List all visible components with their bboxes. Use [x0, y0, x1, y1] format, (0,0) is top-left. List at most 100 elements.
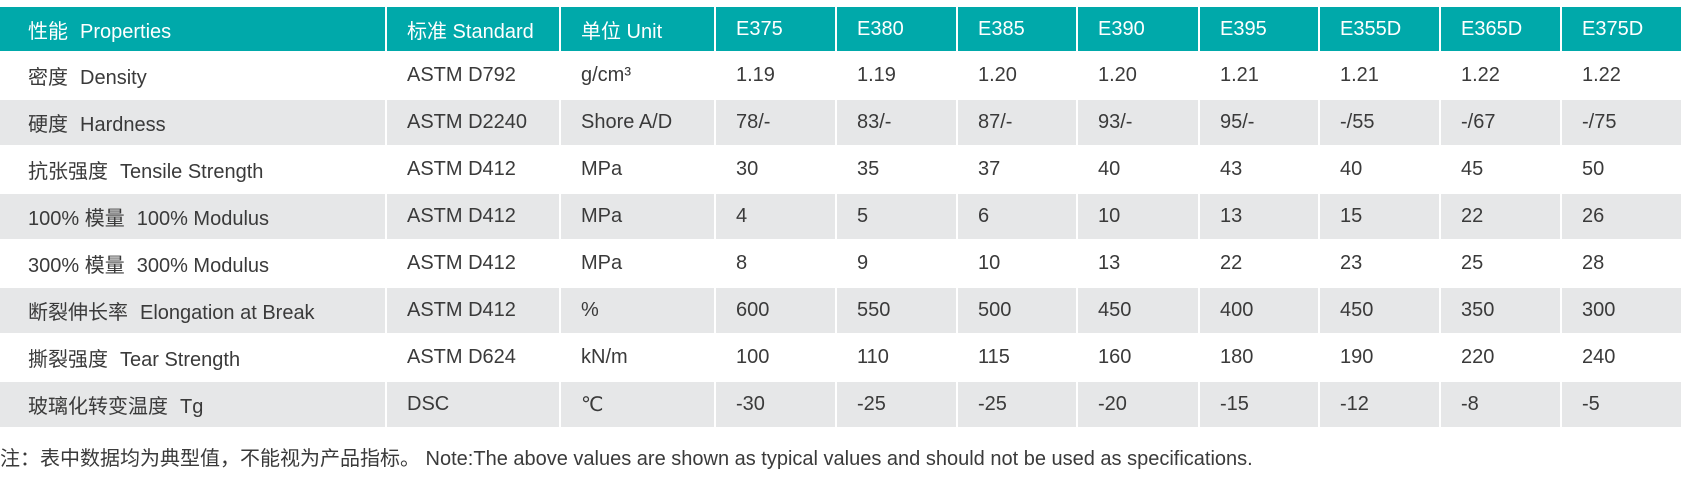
- value-cell: 1.21: [1318, 51, 1441, 100]
- value-cell: 550: [835, 286, 958, 335]
- property-cn: 抗张强度: [28, 161, 108, 183]
- value-cell: 45: [1439, 145, 1562, 194]
- table-row: 100% 模量 100% Modulus ASTM D412 MPa 4 5 6 10 13 15…: [0, 192, 1681, 241]
- value-cell: 180: [1198, 333, 1320, 382]
- value-cell: 4: [714, 192, 837, 241]
- property-en: Density: [80, 67, 147, 89]
- value-cell: 10: [1076, 192, 1200, 241]
- property-cell: 断裂伸长率 Elongation at Break: [0, 286, 387, 335]
- value-cell: 1.22: [1560, 51, 1681, 100]
- header-cell: E390: [1076, 5, 1200, 53]
- standard-cell: ASTM D2240: [385, 98, 561, 147]
- header-text: Properties: [80, 20, 172, 43]
- table-body: 密度 Density ASTM D792 g/cm³ 1.19 1.19 1.20 1.20 1…: [0, 51, 1681, 429]
- value-cell: -20: [1076, 380, 1200, 429]
- value-cell: 40: [1318, 145, 1441, 194]
- header-cell: 单位 Unit: [559, 5, 716, 53]
- value-cell: 1.19: [714, 51, 837, 100]
- value-cell: 22: [1439, 192, 1562, 241]
- value-cell: 40: [1076, 145, 1200, 194]
- table-row: 密度 Density ASTM D792 g/cm³ 1.19 1.19 1.20 1.20 1…: [0, 51, 1681, 100]
- value-cell: -/67: [1439, 98, 1562, 147]
- value-cell: -12: [1318, 380, 1441, 429]
- property-en: Elongation at Break: [140, 302, 315, 324]
- value-cell: 25: [1439, 239, 1562, 288]
- value-cell: -15: [1198, 380, 1320, 429]
- standard-cell: ASTM D624: [385, 333, 561, 382]
- value-cell: 43: [1198, 145, 1320, 194]
- property-cell: 玻璃化转变温度 Tg: [0, 380, 387, 429]
- value-cell: 10: [956, 239, 1078, 288]
- value-cell: 500: [956, 286, 1078, 335]
- value-cell: -5: [1560, 380, 1681, 429]
- property-cell: 密度 Density: [0, 51, 387, 100]
- value-cell: -/55: [1318, 98, 1441, 147]
- value-cell: 8: [714, 239, 837, 288]
- value-cell: -25: [956, 380, 1078, 429]
- table-row: 硬度 Hardness ASTM D2240 Shore A/D 78/- 83/- 87/…: [0, 98, 1681, 147]
- value-cell: 87/-: [956, 98, 1078, 147]
- property-cn: 撕裂强度: [28, 349, 108, 371]
- unit-cell: MPa: [559, 145, 716, 194]
- value-cell: 9: [835, 239, 958, 288]
- property-cn: 硬度: [28, 114, 68, 136]
- value-cell: 35: [835, 145, 958, 194]
- value-cell: -30: [714, 380, 837, 429]
- property-en: Hardness: [80, 114, 166, 136]
- value-cell: 5: [835, 192, 958, 241]
- property-en: Tear Strength: [120, 349, 241, 371]
- value-cell: 240: [1560, 333, 1681, 382]
- property-cn: 断裂伸长率: [28, 302, 128, 324]
- properties-table: 性能 Properties 标准 Standard 单位 Unit E375 E380 E3…: [0, 5, 1681, 429]
- value-cell: 100: [714, 333, 837, 382]
- header-cell: 标准 Standard: [385, 5, 561, 53]
- table-row: 撕裂强度 Tear Strength ASTM D624 kN/m 100 110 115 1…: [0, 333, 1681, 382]
- value-cell: 220: [1439, 333, 1562, 382]
- property-cell: 100% 模量 100% Modulus: [0, 192, 387, 241]
- value-cell: -8: [1439, 380, 1562, 429]
- value-cell: 15: [1318, 192, 1441, 241]
- table-row: 断裂伸长率 Elongation at Break ASTM D412% 600 550…: [0, 286, 1681, 335]
- header-cell: E375: [714, 5, 837, 53]
- standard-cell: DSC: [385, 380, 561, 429]
- value-cell: 93/-: [1076, 98, 1200, 147]
- value-cell: 1.19: [835, 51, 958, 100]
- header-cell: E380: [835, 5, 958, 53]
- header-row: 性能 Properties 标准 Standard 单位 Unit E375 E380 E3…: [0, 5, 1681, 53]
- value-cell: 450: [1076, 286, 1200, 335]
- value-cell: 450: [1318, 286, 1441, 335]
- property-cn: 300% 模量: [28, 255, 125, 277]
- unit-cell: Shore A/D: [559, 98, 716, 147]
- value-cell: 350: [1439, 286, 1562, 335]
- table-row: 玻璃化转变温度 Tg DSC ℃ -30 -25 -25 -20 -15 -12 -8 -5: [0, 380, 1681, 429]
- property-en: Tensile Strength: [120, 161, 264, 183]
- unit-cell: %: [559, 286, 716, 335]
- value-cell: 37: [956, 145, 1078, 194]
- header-cell: E395: [1198, 5, 1320, 53]
- unit-cell: g/cm³: [559, 51, 716, 100]
- property-en: 300% Modulus: [136, 255, 270, 277]
- property-cn: 玻璃化转变温度: [28, 396, 168, 418]
- value-cell: 300: [1560, 286, 1681, 335]
- header-cell: E385: [956, 5, 1078, 53]
- property-en: Tg: [180, 396, 204, 418]
- value-cell: 190: [1318, 333, 1441, 382]
- property-cell: 硬度 Hardness: [0, 98, 387, 147]
- unit-cell: MPa: [559, 239, 716, 288]
- standard-cell: ASTM D412: [385, 192, 561, 241]
- header-cell: E365D: [1439, 5, 1562, 53]
- unit-cell: ℃: [559, 380, 716, 429]
- value-cell: 1.20: [1076, 51, 1200, 100]
- value-cell: 1.22: [1439, 51, 1562, 100]
- header-cell: E355D: [1318, 5, 1441, 53]
- table-container: 性能 Properties 标准 Standard 单位 Unit E375 E380 E3…: [0, 5, 1681, 429]
- value-cell: 1.21: [1198, 51, 1320, 100]
- value-cell: 50: [1560, 145, 1681, 194]
- value-cell: 83/-: [835, 98, 958, 147]
- value-cell: 22: [1198, 239, 1320, 288]
- property-cell: 300% 模量 300% Modulus: [0, 239, 387, 288]
- value-cell: 115: [956, 333, 1078, 382]
- value-cell: 30: [714, 145, 837, 194]
- standard-cell: ASTM D412: [385, 239, 561, 288]
